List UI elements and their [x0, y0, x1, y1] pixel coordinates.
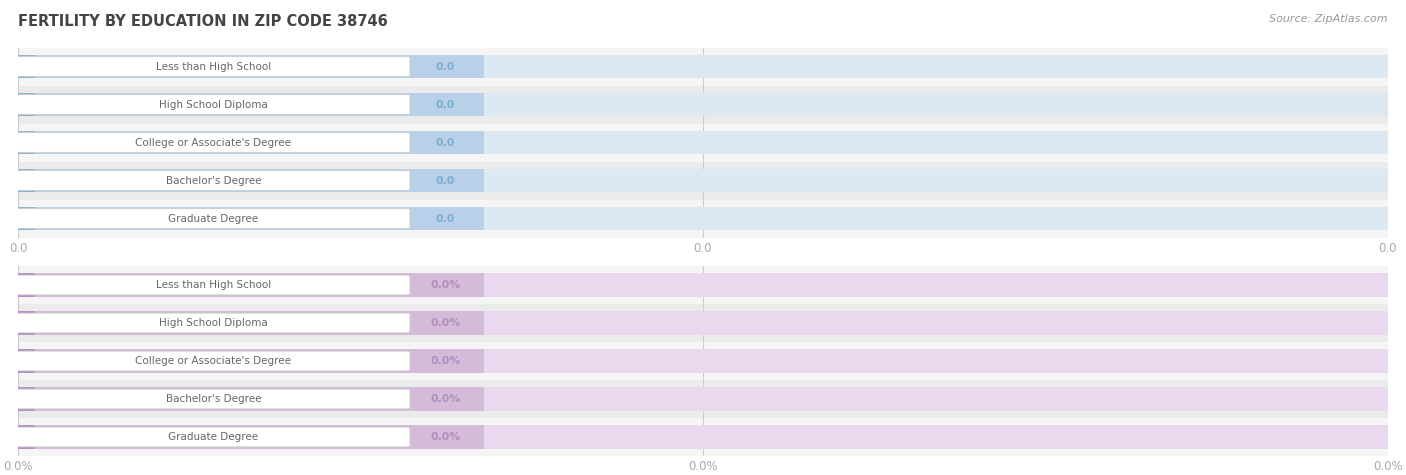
Bar: [18, 311, 484, 335]
Bar: [18, 273, 484, 297]
Bar: [18, 304, 1388, 342]
Bar: [18, 131, 35, 154]
FancyBboxPatch shape: [17, 57, 411, 76]
Text: High School Diploma: High School Diploma: [159, 318, 267, 328]
Bar: [18, 207, 484, 230]
Text: High School Diploma: High School Diploma: [159, 99, 267, 110]
Bar: [18, 124, 1388, 162]
Bar: [18, 131, 484, 154]
Text: Source: ZipAtlas.com: Source: ZipAtlas.com: [1270, 14, 1388, 24]
Bar: [18, 349, 1388, 373]
Text: College or Associate's Degree: College or Associate's Degree: [135, 137, 291, 148]
Bar: [18, 418, 1388, 456]
Bar: [18, 425, 1388, 449]
Bar: [18, 349, 35, 373]
Text: 0.0: 0.0: [436, 175, 456, 186]
Bar: [18, 55, 35, 78]
Bar: [18, 131, 1388, 154]
Text: 0.0: 0.0: [436, 61, 456, 72]
Bar: [18, 342, 1388, 380]
Text: 0.0%: 0.0%: [430, 280, 461, 290]
Text: Less than High School: Less than High School: [156, 280, 271, 290]
Bar: [18, 169, 1388, 192]
Bar: [18, 425, 35, 449]
Bar: [18, 266, 1388, 304]
Text: 0.0: 0.0: [436, 137, 456, 148]
FancyBboxPatch shape: [17, 313, 411, 333]
Bar: [18, 93, 1388, 116]
Text: College or Associate's Degree: College or Associate's Degree: [135, 356, 291, 366]
FancyBboxPatch shape: [17, 209, 411, 228]
Bar: [18, 48, 1388, 86]
Text: Graduate Degree: Graduate Degree: [169, 432, 259, 442]
FancyBboxPatch shape: [17, 351, 411, 371]
FancyBboxPatch shape: [17, 95, 411, 114]
Bar: [18, 425, 484, 449]
Bar: [18, 169, 484, 192]
Bar: [18, 273, 35, 297]
FancyBboxPatch shape: [17, 389, 411, 409]
Bar: [18, 55, 1388, 78]
Bar: [18, 207, 35, 230]
Bar: [18, 387, 1388, 411]
Bar: [18, 162, 1388, 199]
Text: Bachelor's Degree: Bachelor's Degree: [166, 175, 262, 186]
Text: 0.0%: 0.0%: [430, 394, 461, 404]
Bar: [18, 200, 1388, 238]
Text: 0.0%: 0.0%: [430, 356, 461, 366]
FancyBboxPatch shape: [17, 171, 411, 190]
Bar: [18, 55, 484, 78]
Text: 0.0%: 0.0%: [430, 318, 461, 328]
Text: Graduate Degree: Graduate Degree: [169, 213, 259, 224]
Text: Bachelor's Degree: Bachelor's Degree: [166, 394, 262, 404]
Bar: [18, 311, 1388, 335]
FancyBboxPatch shape: [17, 427, 411, 447]
FancyBboxPatch shape: [17, 133, 411, 152]
Text: FERTILITY BY EDUCATION IN ZIP CODE 38746: FERTILITY BY EDUCATION IN ZIP CODE 38746: [18, 14, 388, 29]
Bar: [18, 169, 35, 192]
Bar: [18, 86, 1388, 124]
Bar: [18, 311, 35, 335]
Bar: [18, 93, 484, 116]
Bar: [18, 93, 35, 116]
FancyBboxPatch shape: [17, 275, 411, 295]
Bar: [18, 380, 1388, 418]
Bar: [18, 207, 1388, 230]
Text: 0.0: 0.0: [436, 213, 456, 224]
Bar: [18, 387, 35, 411]
Text: 0.0: 0.0: [436, 99, 456, 110]
Bar: [18, 349, 484, 373]
Bar: [18, 387, 484, 411]
Text: Less than High School: Less than High School: [156, 61, 271, 72]
Bar: [18, 273, 1388, 297]
Text: 0.0%: 0.0%: [430, 432, 461, 442]
